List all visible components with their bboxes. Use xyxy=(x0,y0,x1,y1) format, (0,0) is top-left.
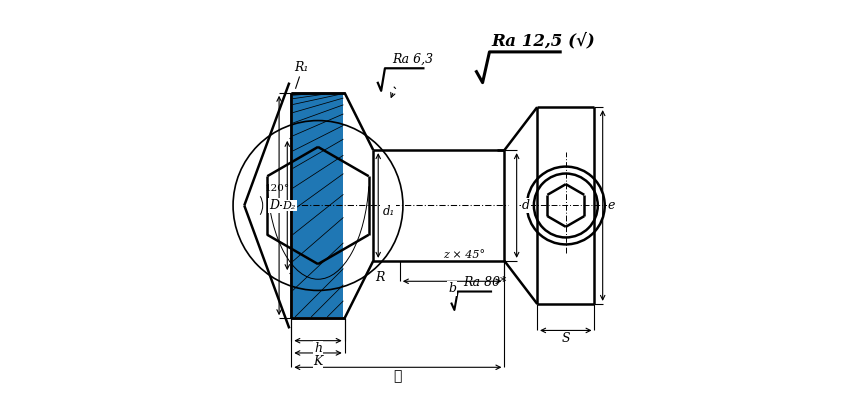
Text: ℓ: ℓ xyxy=(394,369,402,383)
Text: S: S xyxy=(561,332,571,345)
Text: D₂: D₂ xyxy=(283,201,296,210)
Text: K: K xyxy=(313,356,323,369)
Text: z × 45°: z × 45° xyxy=(443,249,486,260)
Text: d: d xyxy=(522,199,530,212)
Text: Ra 6,3: Ra 6,3 xyxy=(391,53,433,65)
Text: b: b xyxy=(448,282,456,295)
Text: D: D xyxy=(269,199,279,212)
Bar xyxy=(293,94,343,317)
Text: h: h xyxy=(314,342,322,355)
Text: e: e xyxy=(608,199,615,212)
Text: Ra 80*: Ra 80* xyxy=(464,277,507,289)
Text: 120°: 120° xyxy=(265,184,290,193)
Text: R: R xyxy=(375,271,385,284)
Text: d₁: d₁ xyxy=(383,205,396,218)
Text: Ra 12,5 (√): Ra 12,5 (√) xyxy=(492,32,595,49)
Text: R₁: R₁ xyxy=(295,61,309,74)
